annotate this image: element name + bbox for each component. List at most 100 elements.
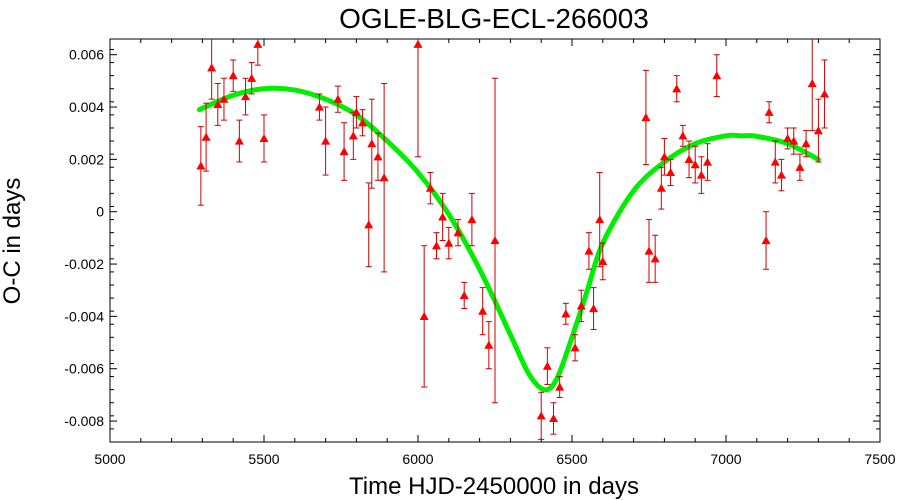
triangle-marker	[351, 107, 361, 116]
triangle-marker	[666, 167, 676, 177]
data-point	[314, 93, 324, 121]
data-point	[364, 182, 374, 268]
triangle-marker	[813, 126, 823, 135]
triangle-marker	[659, 152, 669, 161]
triangle-marker	[419, 311, 429, 320]
triangle-marker	[644, 246, 654, 255]
data-point	[444, 226, 454, 260]
data-point	[656, 166, 666, 210]
triangle-marker	[259, 133, 269, 143]
data-point	[196, 126, 206, 206]
triangle-marker	[807, 78, 817, 88]
data-point	[438, 192, 448, 241]
data-point	[801, 130, 811, 158]
triangle-marker	[684, 154, 694, 163]
data-point	[807, 39, 817, 132]
data-point	[234, 119, 244, 163]
triangle-marker	[490, 236, 500, 245]
data-point	[776, 158, 786, 192]
data-point	[584, 232, 594, 270]
triangle-marker	[333, 94, 343, 103]
data-point	[598, 242, 608, 281]
fit-curve-layer	[196, 85, 821, 393]
triangle-marker	[314, 102, 324, 111]
data-point	[459, 281, 469, 310]
triangle-marker	[241, 92, 251, 101]
triangle-marker	[584, 246, 594, 255]
y-tick-label: 0.002	[69, 151, 104, 167]
triangle-marker	[656, 183, 666, 192]
data-point	[259, 114, 269, 163]
triangle-marker	[776, 170, 786, 179]
data-point	[696, 156, 706, 194]
data-point	[419, 245, 429, 388]
triangle-marker	[373, 152, 383, 161]
x-tick-label: 6000	[402, 451, 433, 467]
chart-title: OGLE-BLG-ECL-266003	[339, 3, 649, 34]
data-point	[453, 219, 463, 247]
data-point	[542, 347, 552, 385]
data-point	[490, 77, 500, 404]
data-point	[684, 140, 694, 179]
triangle-marker	[207, 63, 217, 72]
triangle-marker	[196, 161, 206, 170]
data-point	[576, 289, 586, 323]
triangle-marker	[820, 89, 830, 98]
plot-frame	[109, 38, 881, 443]
data-point	[379, 82, 389, 273]
triangle-marker	[542, 361, 552, 370]
triangle-marker	[770, 157, 780, 166]
triangle-marker	[764, 107, 774, 116]
triangle-marker	[795, 162, 805, 171]
triangle-marker	[576, 301, 586, 310]
y-axis-title: O-C in days	[0, 178, 26, 305]
data-point	[555, 376, 565, 399]
triangle-marker	[431, 241, 441, 250]
axes: 5000 5500 6000 6500 7000 7500 -0.008 -0.006 -0.0…	[64, 38, 896, 467]
triangle-marker	[444, 238, 454, 247]
fit-curve	[196, 85, 821, 393]
data-point	[467, 192, 477, 247]
triangle-marker	[536, 411, 546, 420]
x-tick-label: 5500	[248, 451, 279, 467]
data-point	[339, 122, 349, 181]
triangle-marker	[761, 236, 771, 245]
triangle-marker	[339, 147, 349, 156]
triangle-marker	[703, 157, 713, 166]
triangle-marker	[641, 113, 651, 122]
triangle-marker	[459, 290, 469, 300]
triangle-marker	[549, 413, 559, 423]
data-point	[650, 234, 660, 283]
data-point	[536, 391, 546, 440]
triangle-marker	[570, 343, 580, 352]
data-point	[484, 321, 494, 370]
data-point	[333, 85, 343, 113]
y-tick-label: 0	[96, 204, 104, 220]
triangle-marker	[672, 84, 682, 93]
data-point	[351, 96, 361, 129]
triangle-marker	[247, 73, 257, 82]
triangle-marker	[321, 136, 331, 145]
triangle-marker	[690, 160, 700, 169]
y-tick-label: 0.004	[69, 99, 104, 115]
data-point	[247, 62, 257, 95]
data-point	[690, 145, 700, 184]
y-tick-label: -0.002	[64, 256, 104, 272]
x-axis-title: Time HJD-2450000 in days	[349, 473, 639, 500]
y-tick-label: -0.004	[64, 308, 104, 324]
triangle-marker	[425, 183, 435, 192]
triangle-marker	[438, 212, 448, 221]
triangle-marker	[598, 256, 608, 266]
data-point	[321, 106, 331, 176]
triangle-marker	[379, 173, 389, 182]
data-point	[589, 287, 599, 330]
data-point	[253, 39, 263, 66]
data-point	[644, 219, 654, 283]
data-point	[770, 140, 780, 184]
triangle-marker	[801, 139, 811, 148]
triangle-marker	[253, 39, 263, 48]
data-point	[813, 98, 823, 163]
x-tick-label: 6500	[556, 451, 587, 467]
triangle-marker	[201, 132, 211, 141]
